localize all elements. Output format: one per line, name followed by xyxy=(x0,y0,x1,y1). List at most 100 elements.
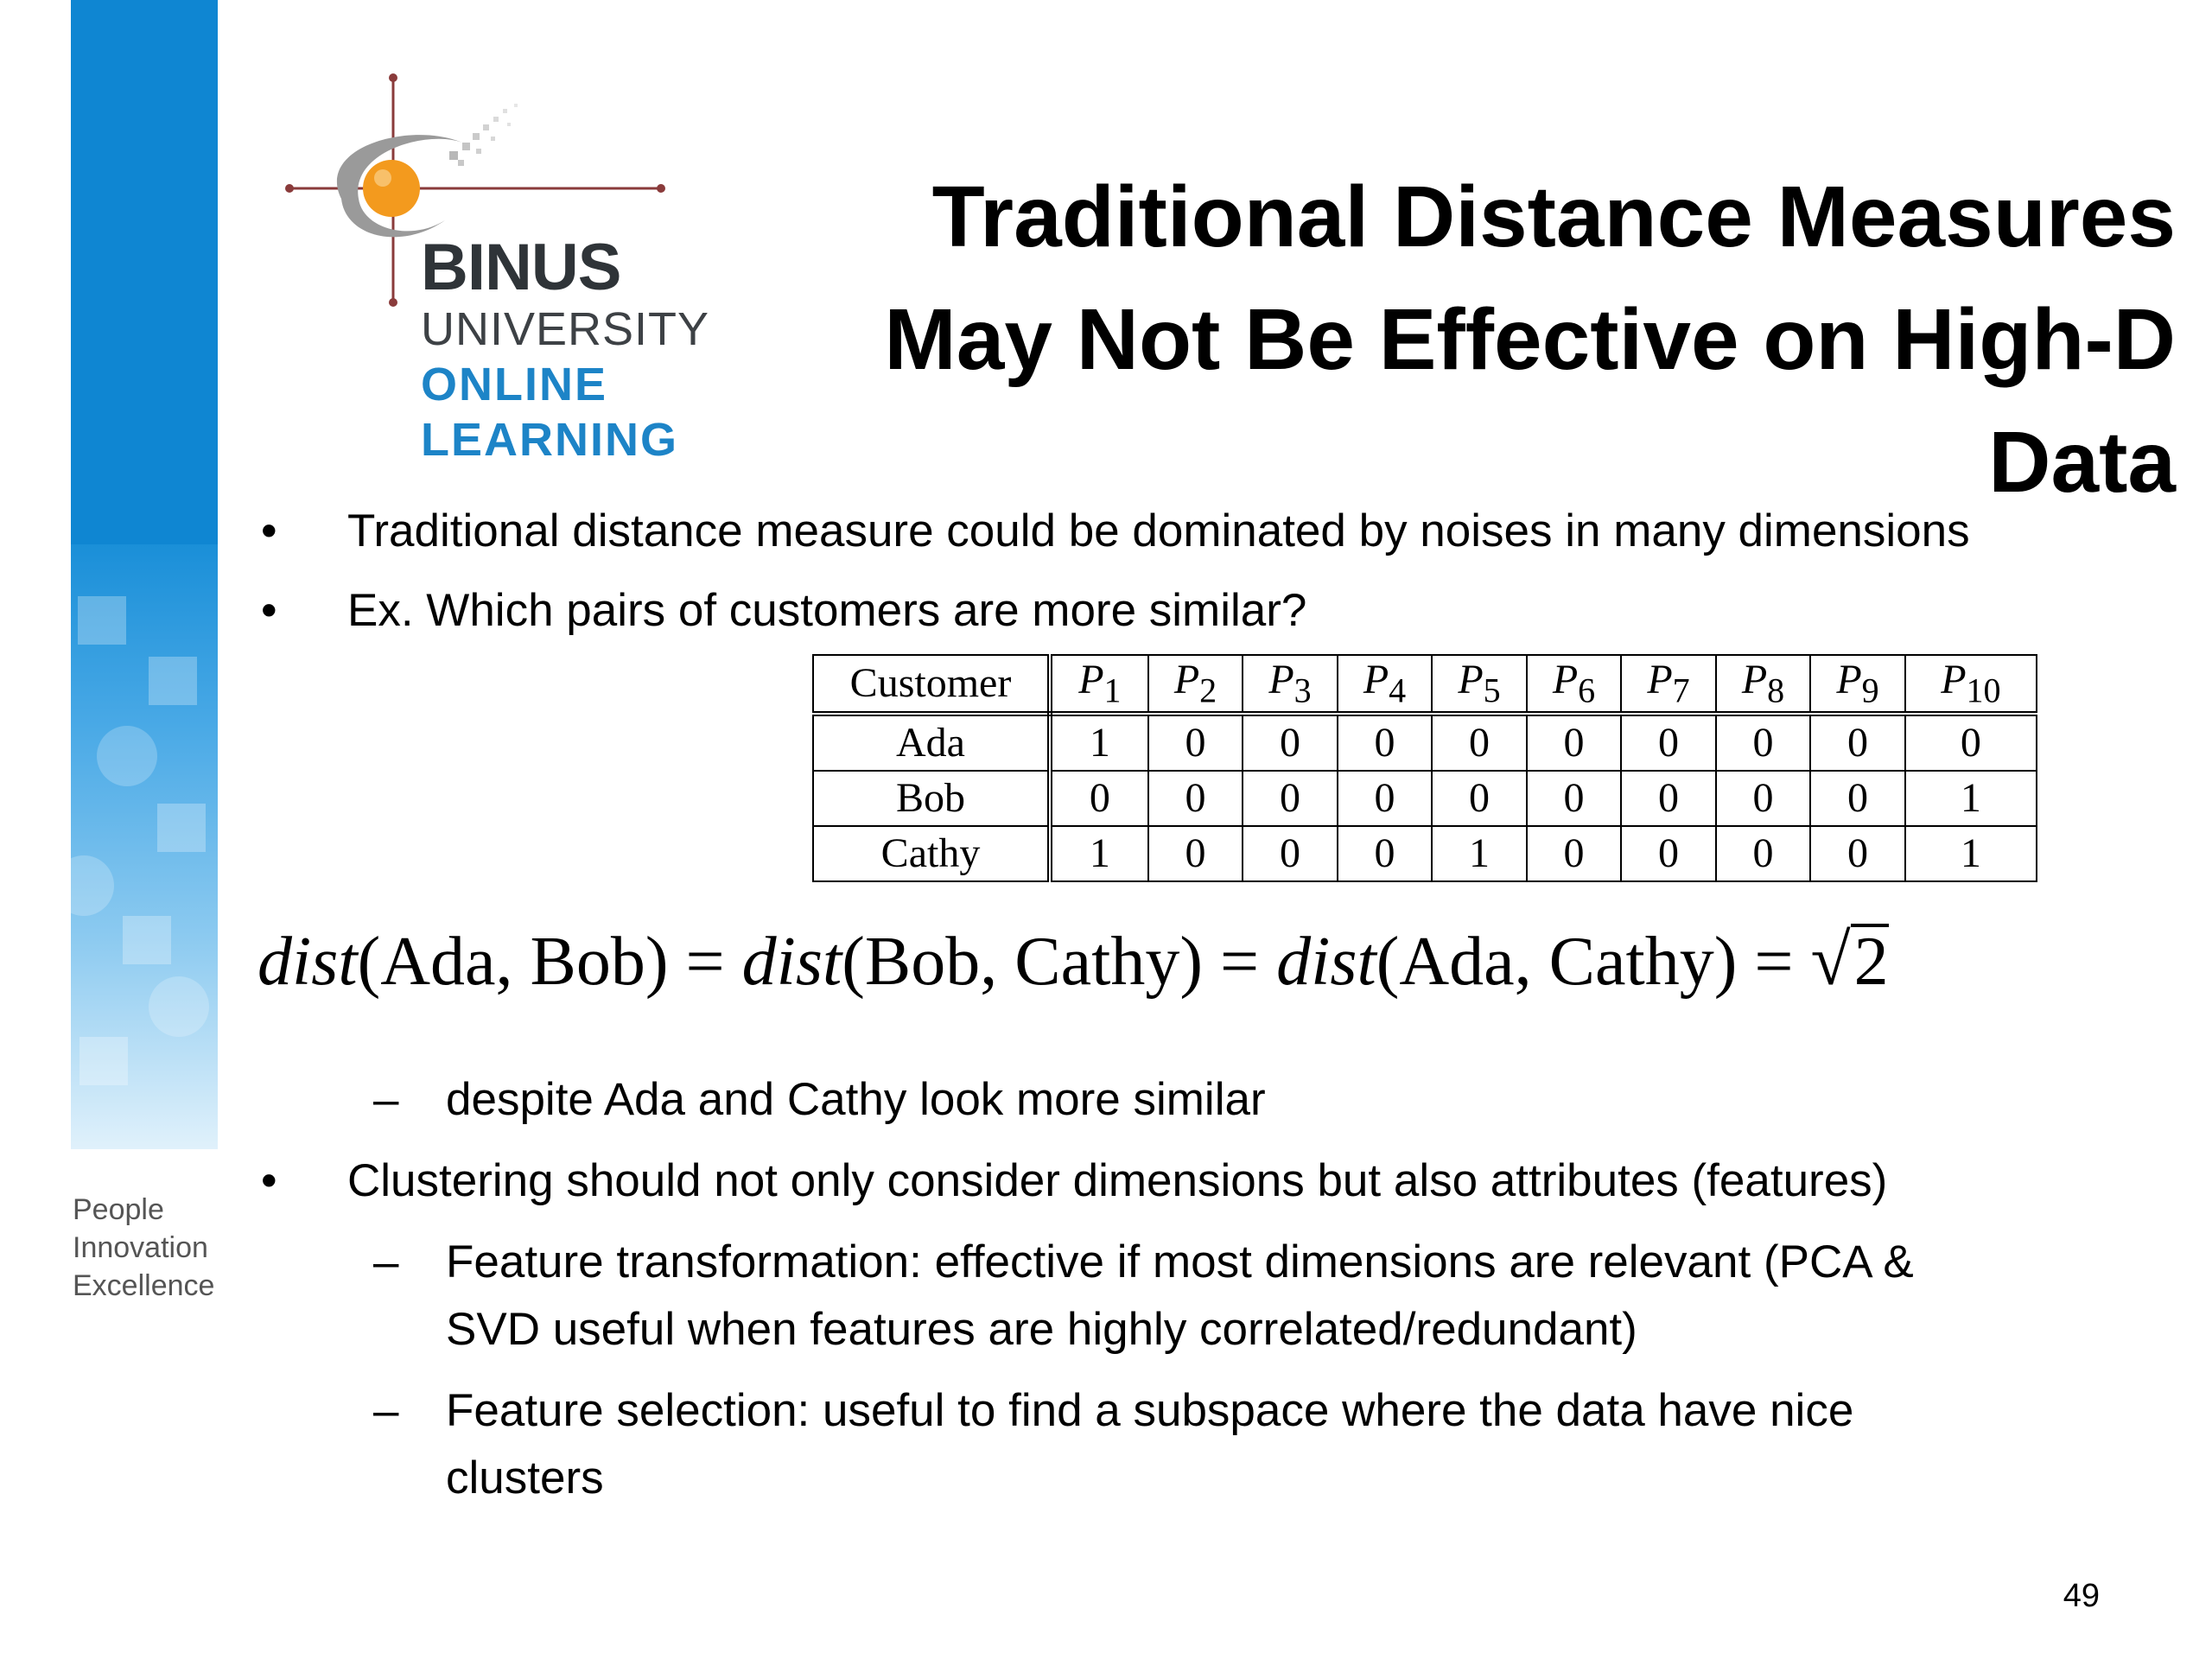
table-cell: 0 xyxy=(1809,824,1906,882)
table-cell: 1 xyxy=(1431,824,1528,882)
sub-bullet-2-line-1: Feature transformation: effective if mos… xyxy=(446,1236,1914,1287)
table-cell: 0 xyxy=(1242,769,1338,827)
table-cell: 0 xyxy=(1620,824,1717,882)
logo-emblem-icon xyxy=(285,73,665,307)
table-header-cell: P1 xyxy=(1049,654,1149,716)
table-header-cell: P7 xyxy=(1620,654,1717,716)
dash-marker: – xyxy=(373,1074,399,1125)
table-cell: 0 xyxy=(1714,712,1812,772)
radicand: 2 xyxy=(1850,924,1889,996)
table-row: Bob 0 0 0 0 0 0 0 0 0 1 xyxy=(812,769,2038,827)
binus-logo: BINUS UNIVERSITY ONLINE LEARNING xyxy=(281,69,730,475)
table-header-cell: P10 xyxy=(1904,654,2038,716)
formula-equals: = xyxy=(685,924,725,1000)
table-row: Cathy 1 0 0 0 1 0 0 0 0 1 xyxy=(812,824,2038,882)
radical-sign: √ xyxy=(1810,920,1851,1001)
logo-binus-text: BINUS xyxy=(421,231,621,304)
table-header-cell: P2 xyxy=(1147,654,1244,716)
table-cell: 1 xyxy=(1049,824,1149,882)
formula-function: dist xyxy=(741,924,842,1000)
formula-function: dist xyxy=(1276,924,1376,1000)
table-cell: 0 xyxy=(1809,712,1906,772)
tagline-line: People xyxy=(73,1193,164,1226)
strip-tile xyxy=(123,916,171,964)
formula-equals: = xyxy=(1219,924,1260,1000)
table-cell-name: Ada xyxy=(812,712,1052,772)
table-cell: 0 xyxy=(1147,712,1244,772)
dash-marker: – xyxy=(373,1236,399,1287)
table-header-cell: P6 xyxy=(1525,654,1623,716)
table-cell: 0 xyxy=(1714,824,1812,882)
table-header-cell: P9 xyxy=(1809,654,1906,716)
logo-learning-text: LEARNING xyxy=(421,414,678,466)
bullet-1-text: Traditional distance measure could be do… xyxy=(347,505,1970,556)
strip-tile xyxy=(79,1037,128,1085)
bullet-3-text: Clustering should not only consider dime… xyxy=(347,1155,1888,1206)
logo-university-text: UNIVERSITY xyxy=(421,303,710,355)
formula-args: (Bob, Cathy) xyxy=(842,924,1203,1000)
table-cell: 0 xyxy=(1242,712,1338,772)
table-cell: 0 xyxy=(1620,712,1717,772)
title-line: Data xyxy=(1988,414,2176,511)
table-cell: 0 xyxy=(1525,824,1623,882)
bullet-2-text: Ex. Which pairs of customers are more si… xyxy=(347,585,1307,636)
formula-args: (Ada, Bob) xyxy=(357,924,669,1000)
strip-tile xyxy=(149,657,197,705)
table-cell: 1 xyxy=(1904,769,2038,827)
customer-table: Customer P1 P2 P3 P4 P5 P6 P7 P8 P9 P10 … xyxy=(812,654,2038,882)
table-header-cell: P8 xyxy=(1714,654,1812,716)
logo-wordmark: BINUS UNIVERSITY ONLINE LEARNING xyxy=(421,231,710,466)
sub-bullet-2-line-2: SVD useful when features are highly corr… xyxy=(446,1304,1637,1355)
table-cell: 0 xyxy=(1809,769,1906,827)
table-header-cell: P5 xyxy=(1431,654,1528,716)
table-cell: 0 xyxy=(1147,824,1244,882)
table-cell: 0 xyxy=(1336,769,1433,827)
table-cell: 0 xyxy=(1525,712,1623,772)
table-cell: 0 xyxy=(1147,769,1244,827)
table-cell: 0 xyxy=(1620,769,1717,827)
dash-marker: – xyxy=(373,1385,399,1436)
table-header-cell: P3 xyxy=(1242,654,1338,716)
bullet-marker: • xyxy=(261,1155,277,1206)
formula-equals: = xyxy=(1754,924,1794,1000)
table-cell: 0 xyxy=(1049,769,1149,827)
sub-bullet-1-text: despite Ada and Cathy look more similar xyxy=(446,1074,1266,1125)
sub-bullet-3-line-1: Feature selection: useful to find a subs… xyxy=(446,1385,1854,1436)
table-cell-name: Bob xyxy=(812,769,1052,827)
bullet-marker: • xyxy=(261,585,277,636)
table-cell: 0 xyxy=(1336,824,1433,882)
slide-title: Traditional Distance Measures May Not Be… xyxy=(828,156,2176,524)
table-cell-name: Cathy xyxy=(812,824,1052,882)
formula-function: dist xyxy=(257,924,358,1000)
strip-tile xyxy=(78,596,126,645)
tagline-line: Excellence xyxy=(73,1269,215,1302)
table-cell: 1 xyxy=(1049,712,1149,772)
distance-formula: dist(Ada, Bob) = dist(Bob, Cathy) = dist… xyxy=(257,918,1889,1005)
title-line: Traditional Distance Measures xyxy=(931,168,2176,265)
strip-solid-band xyxy=(71,0,218,588)
sqrt-expression: √2 xyxy=(1810,918,1889,1005)
table-cell: 0 xyxy=(1904,712,2038,772)
formula-args: (Ada, Cathy) xyxy=(1376,924,1738,1000)
title-line: May Not Be Effective on High-D xyxy=(884,291,2176,388)
table-cell: 1 xyxy=(1904,824,2038,882)
table-row: Ada 1 0 0 0 0 0 0 0 0 0 xyxy=(812,712,2038,772)
table-cell: 0 xyxy=(1242,824,1338,882)
tagline: People Innovation Excellence xyxy=(73,1191,214,1305)
strip-circle xyxy=(149,976,209,1037)
table-cell: 0 xyxy=(1431,712,1528,772)
table-cell: 0 xyxy=(1714,769,1812,827)
decorative-side-strip xyxy=(71,0,218,1149)
table-header-row: Customer P1 P2 P3 P4 P5 P6 P7 P8 P9 P10 xyxy=(812,654,2038,716)
sub-bullet-3-line-2: clusters xyxy=(446,1452,604,1503)
logo-online-text: ONLINE xyxy=(421,359,608,410)
strip-circle xyxy=(97,726,157,786)
table-cell: 0 xyxy=(1525,769,1623,827)
table-header-cell: P4 xyxy=(1336,654,1433,716)
strip-faded-band xyxy=(71,544,218,1149)
page-number: 49 xyxy=(2063,1578,2100,1614)
table-header-cell: Customer xyxy=(812,654,1052,716)
bullet-marker: • xyxy=(261,505,277,556)
table-cell: 0 xyxy=(1336,712,1433,772)
strip-tile xyxy=(157,804,206,852)
